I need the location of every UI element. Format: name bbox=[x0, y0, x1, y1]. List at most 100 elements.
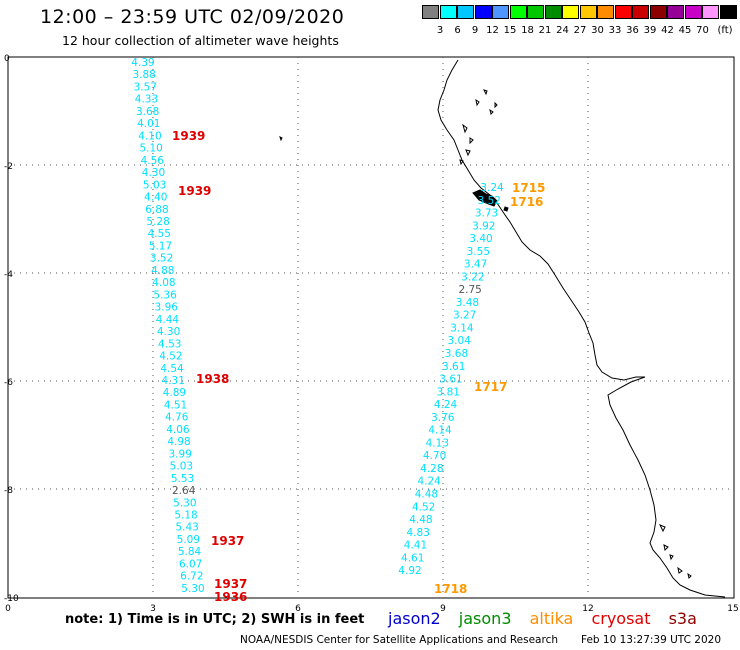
scale-swatch bbox=[667, 5, 684, 19]
swh-value: 5.03 bbox=[143, 179, 166, 191]
swh-value: 4.14 bbox=[428, 425, 452, 437]
satellite-legend: jason2 jason3 altika cryosat s3a bbox=[388, 609, 710, 628]
scale-label: 18 bbox=[521, 25, 534, 36]
swh-value: 3.61 bbox=[442, 361, 465, 373]
swh-value: 4.33 bbox=[135, 94, 158, 106]
pass-time-label: 1716 bbox=[510, 195, 543, 209]
scale-label: 24 bbox=[556, 25, 569, 36]
swh-value: 4.24 bbox=[434, 399, 458, 411]
swh-value: 3.52 bbox=[478, 195, 501, 207]
swh-value: 5.17 bbox=[149, 240, 172, 252]
scale-label: 30 bbox=[591, 25, 604, 36]
swh-value: 3.61 bbox=[439, 374, 462, 386]
scale-swatch bbox=[649, 5, 667, 19]
swh-value: 3.76 bbox=[431, 412, 455, 424]
swh-value: 5.28 bbox=[146, 216, 169, 228]
pass-time-label: 1718 bbox=[434, 582, 467, 596]
swh-value: 3.27 bbox=[453, 310, 476, 322]
island-cluster-bay bbox=[472, 189, 509, 212]
scale-label: 42 bbox=[661, 25, 674, 36]
swh-value: 6.72 bbox=[180, 571, 203, 583]
x-tick-label: 0 bbox=[5, 604, 11, 614]
scale-label: 21 bbox=[538, 25, 552, 36]
y-tick-label: -10 bbox=[4, 594, 19, 604]
x-tick-label: 15 bbox=[727, 604, 738, 614]
swh-value: 4.13 bbox=[426, 437, 449, 449]
swh-value: 3.68 bbox=[136, 106, 159, 118]
swh-value: 3.81 bbox=[437, 386, 460, 398]
swh-value: 4.88 bbox=[151, 265, 174, 277]
swh-value: 5.43 bbox=[175, 522, 198, 534]
y-tick-label: -8 bbox=[4, 486, 13, 496]
axis-tick-labels: 0 3 6 9 12 15 0 -2 -4 -6 -8 -10 bbox=[4, 54, 739, 614]
legend-jason3: jason3 bbox=[458, 609, 512, 628]
scale-swatch bbox=[632, 5, 649, 19]
swh-value: 4.48 bbox=[415, 488, 438, 500]
legend-s3a: s3a bbox=[668, 609, 697, 628]
swh-value: 4.40 bbox=[144, 192, 167, 204]
swh-value: 3.52 bbox=[150, 253, 173, 265]
swh-value: 4.56 bbox=[141, 155, 165, 167]
swh-value: 4.06 bbox=[166, 424, 190, 436]
track-east-values: 3.243.523.733.923.403.553.473.222.753.48… bbox=[398, 182, 504, 577]
scale-label: 12 bbox=[486, 25, 499, 36]
swh-value: 4.41 bbox=[404, 540, 427, 552]
grid-lines bbox=[8, 57, 733, 597]
scale-swatch bbox=[457, 5, 474, 19]
swh-value: 4.39 bbox=[131, 57, 154, 69]
swh-value: 4.31 bbox=[162, 375, 185, 387]
swh-value: 3.68 bbox=[445, 348, 468, 360]
swh-value: 5.09 bbox=[177, 534, 200, 546]
swh-value: 4.76 bbox=[165, 412, 189, 424]
pass-time-label: 1938 bbox=[196, 372, 229, 386]
pass-time-label: 1937 bbox=[214, 577, 247, 591]
pass-time-label: 1939 bbox=[172, 129, 205, 143]
scale-swatch bbox=[719, 5, 737, 19]
swh-value: 5.03 bbox=[170, 461, 193, 473]
swh-value: 5.30 bbox=[181, 583, 204, 595]
swh-value: 3.99 bbox=[169, 448, 192, 460]
swh-value: 5.30 bbox=[173, 497, 196, 509]
swh-value: 3.57 bbox=[134, 81, 157, 93]
scale-unit: (ft) bbox=[717, 25, 733, 36]
swh-value: 4.53 bbox=[158, 338, 181, 350]
x-tick-label: 3 bbox=[150, 604, 156, 614]
map-frame bbox=[7, 56, 735, 599]
swh-value: 4.70 bbox=[423, 450, 446, 462]
x-tick-label: 6 bbox=[295, 604, 301, 614]
pass-time-label: 1717 bbox=[474, 380, 507, 394]
scale-swatch bbox=[544, 5, 562, 19]
pass-time-label: 1937 bbox=[211, 534, 244, 548]
pass-time-label: 1715 bbox=[512, 181, 545, 195]
swh-value: 4.98 bbox=[167, 436, 190, 448]
track-west-values: 4.393.883.574.333.684.014.105.104.564.30… bbox=[131, 57, 204, 595]
y-tick-label: -6 bbox=[4, 378, 13, 388]
legend-altika: altika bbox=[529, 609, 574, 628]
swh-value: 3.92 bbox=[472, 220, 495, 232]
scale-swatch bbox=[422, 5, 439, 19]
scale-label: 45 bbox=[678, 25, 692, 36]
page-subtitle: 12 hour collection of altimeter wave hei… bbox=[62, 33, 339, 48]
swh-value: 4.83 bbox=[407, 527, 430, 539]
scale-swatch bbox=[597, 5, 614, 19]
swh-value: 3.24 bbox=[480, 182, 504, 194]
swh-value: 4.28 bbox=[420, 463, 443, 475]
swh-value: 4.30 bbox=[157, 326, 180, 338]
swh-value: 4.51 bbox=[164, 399, 187, 411]
swh-value: 5.84 bbox=[178, 546, 202, 558]
scale-label: 9 bbox=[471, 25, 479, 36]
swh-value: 3.88 bbox=[132, 69, 155, 81]
scale-label: 39 bbox=[643, 25, 657, 36]
swh-value: 3.47 bbox=[464, 259, 487, 271]
swh-value: 2.64 bbox=[172, 485, 196, 497]
units-note: note: 1) Time is in UTC; 2) SWH is in fe… bbox=[65, 612, 365, 627]
swh-value: 6.88 bbox=[145, 204, 168, 216]
swh-value: 3.96 bbox=[155, 302, 179, 314]
scale-swatch bbox=[439, 5, 457, 19]
scale-label: 33 bbox=[608, 25, 622, 36]
coastline bbox=[437, 59, 726, 598]
scale-swatch bbox=[492, 5, 509, 19]
swh-value: 4.44 bbox=[156, 314, 180, 326]
x-tick-label: 12 bbox=[582, 604, 593, 614]
